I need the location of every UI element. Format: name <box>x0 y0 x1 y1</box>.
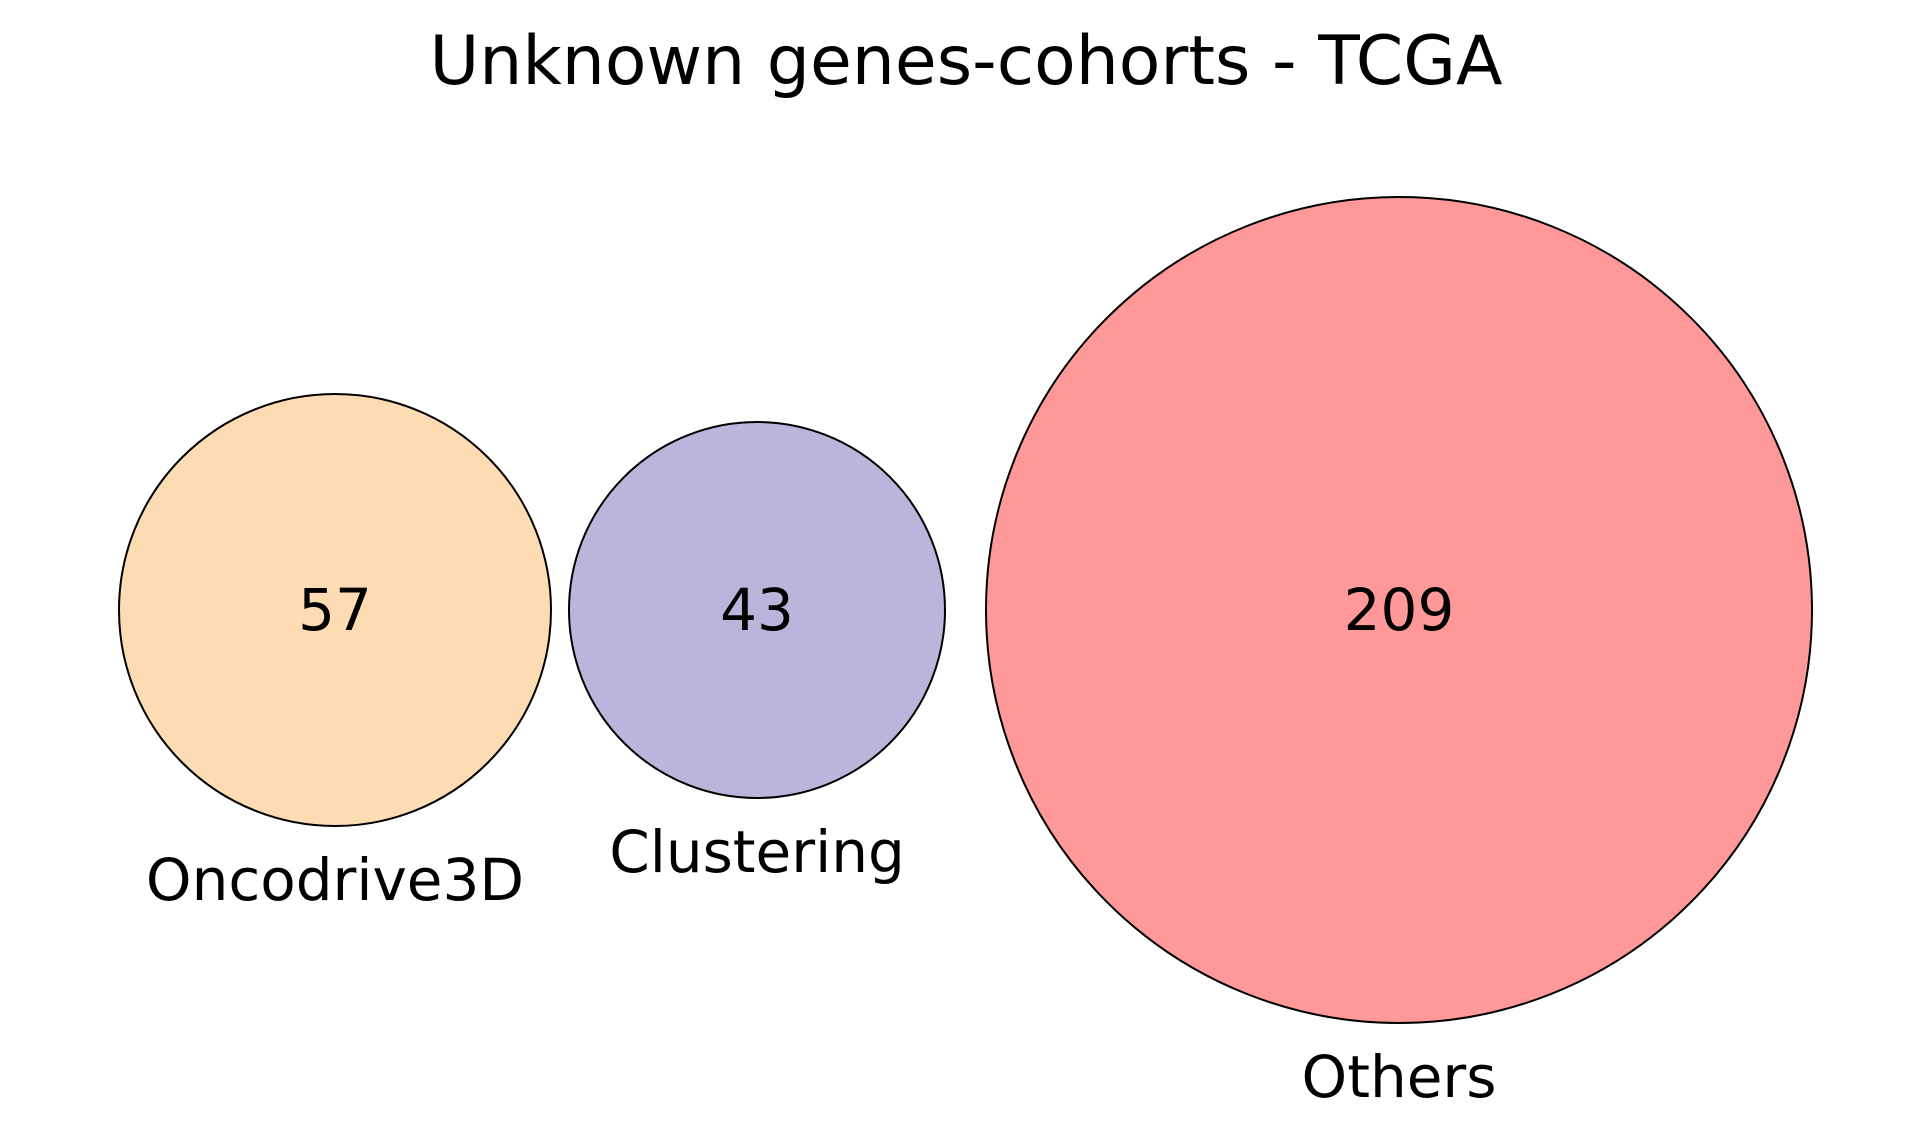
set-others-circle <box>985 196 1813 1024</box>
set-others: 209 Others <box>985 196 1813 1111</box>
diagram-title: Unknown genes-cohorts - TCGA <box>430 22 1503 101</box>
set-clustering: 43 Clustering <box>568 421 946 886</box>
set-oncodrive3d-circle <box>118 393 552 827</box>
set-others-label: Others <box>1302 1043 1497 1111</box>
set-clustering-circle <box>568 421 946 799</box>
set-clustering-count: 43 <box>720 576 794 644</box>
set-oncodrive3d: 57 Oncodrive3D <box>118 393 552 914</box>
set-clustering-label: Clustering <box>609 818 905 886</box>
set-others-count: 209 <box>1344 576 1455 644</box>
set-oncodrive3d-label: Oncodrive3D <box>146 846 524 914</box>
set-oncodrive3d-count: 57 <box>298 576 372 644</box>
